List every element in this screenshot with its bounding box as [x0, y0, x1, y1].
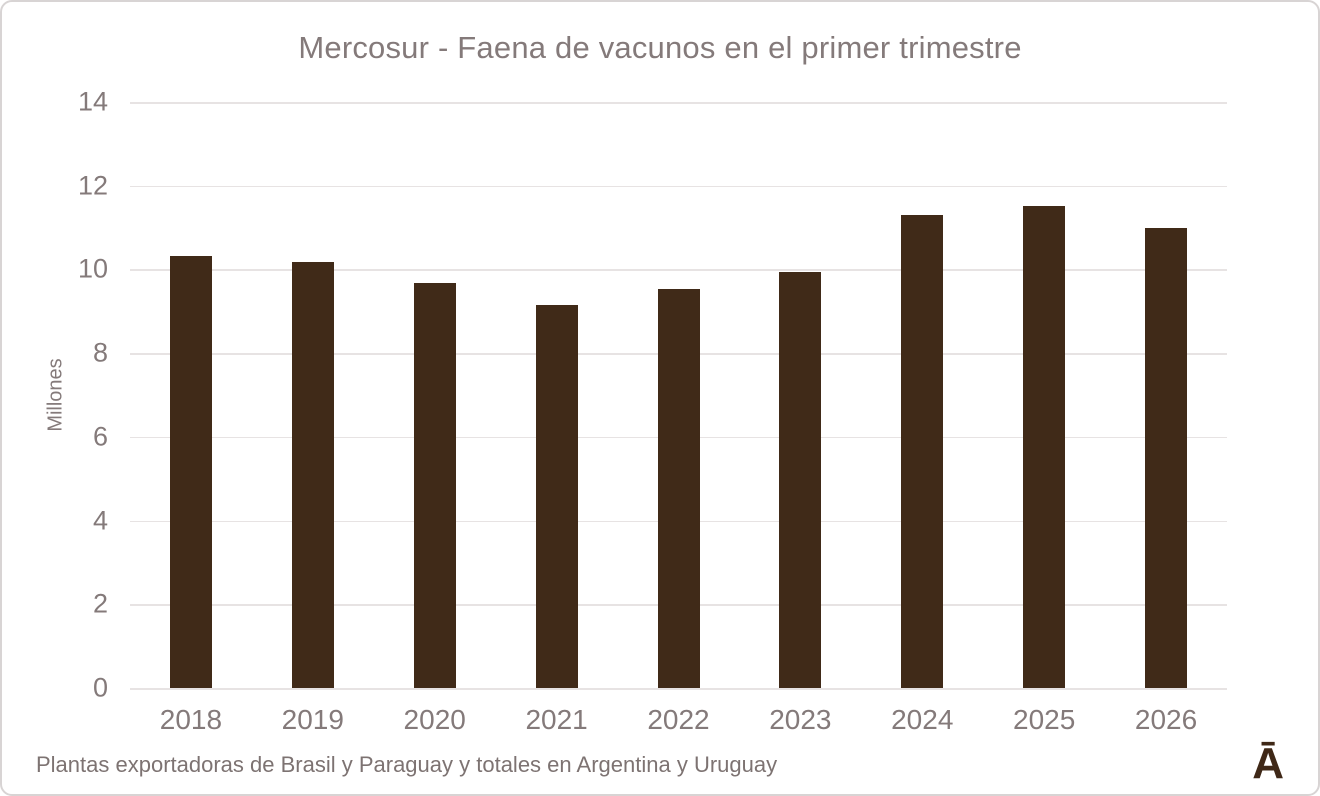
source-note: Plantas exportadoras de Brasil y Paragua…: [36, 752, 778, 777]
chart-title: Mercosur - Faena de vacunos en el primer…: [298, 30, 1022, 65]
bar-2026: [1145, 227, 1188, 688]
x-tick-label-2021: 2021: [525, 704, 588, 735]
y-tick-label-10: 10: [77, 253, 108, 284]
bar-2024: [901, 215, 944, 688]
y-tick-label-0: 0: [92, 672, 108, 703]
x-tick-label-2018: 2018: [159, 704, 223, 735]
bar-2023: [779, 271, 822, 688]
y-tick-label-8: 8: [92, 337, 108, 368]
bar-2019: [291, 262, 334, 688]
gridline-y-12: [130, 185, 1227, 188]
x-tick-label-2023: 2023: [769, 704, 832, 735]
gridline-y-10: [130, 269, 1227, 271]
y-tick-label-14: 14: [77, 86, 108, 117]
bar-2022: [657, 289, 700, 688]
x-tick-label-2022: 2022: [647, 704, 710, 735]
gridline-y-14: [130, 102, 1227, 104]
y-tick-label-2: 2: [92, 588, 108, 619]
bar-2025: [1023, 205, 1066, 688]
bar-2020: [413, 282, 456, 688]
x-tick-label-2019: 2019: [281, 704, 344, 735]
y-tick-label-4: 4: [92, 505, 108, 536]
y-tick-label-12: 12: [77, 170, 108, 201]
gridline-y-0: [130, 688, 1227, 690]
y-tick-label-6: 6: [92, 421, 108, 452]
plot-area: 0 2 4 6 8 10 12 14 2018 2019 2020 2021 2022 2023 2024 2…: [78, 87, 1227, 735]
brand-logo: Ā: [1252, 739, 1284, 788]
bar-2018: [169, 255, 212, 688]
bar-2021: [535, 305, 578, 688]
x-tick-label-2025: 2025: [1013, 704, 1076, 735]
x-tick-label-2026: 2026: [1134, 704, 1198, 735]
x-tick-label-2020: 2020: [403, 704, 466, 735]
x-tick-label-2024: 2024: [891, 704, 954, 735]
